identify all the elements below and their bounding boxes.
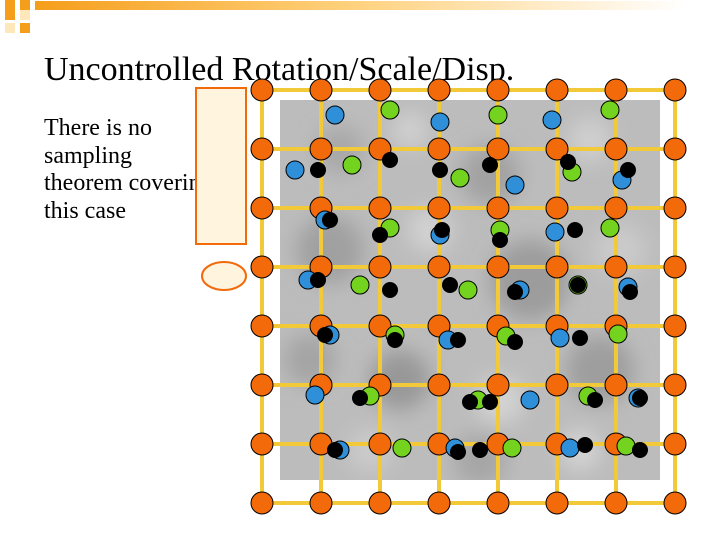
- header-deco: [0, 0, 720, 22]
- diagram-svg: [180, 80, 700, 520]
- sampling-diagram: [180, 80, 700, 520]
